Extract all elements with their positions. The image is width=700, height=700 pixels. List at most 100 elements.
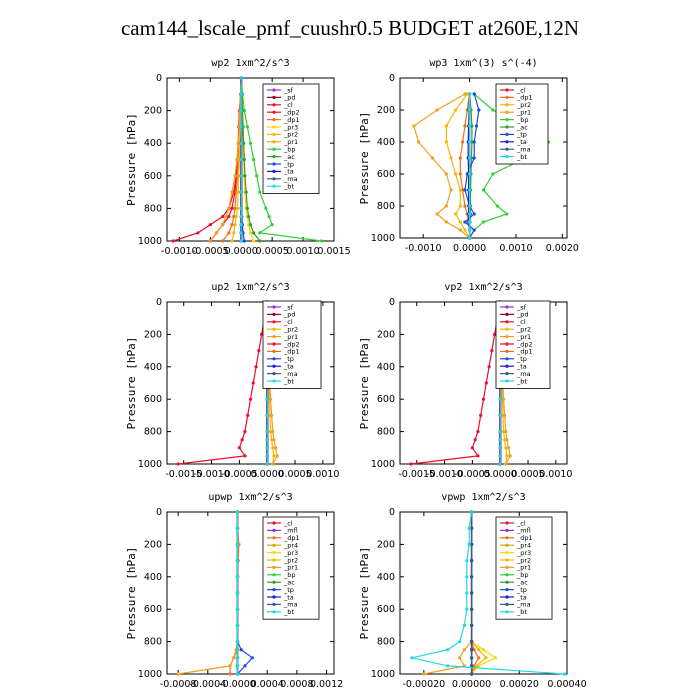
legend-label: _tp (516, 355, 527, 363)
data-point (230, 206, 234, 210)
legend-marker (505, 95, 509, 99)
data-point (446, 664, 450, 668)
data-point (265, 446, 269, 450)
data-point (490, 349, 494, 353)
data-point (472, 140, 476, 144)
plot-frame (166, 511, 335, 675)
data-point (239, 231, 243, 235)
data-point (233, 174, 237, 178)
data-point (214, 231, 219, 235)
legend-label: _pr4 (516, 542, 531, 550)
data-point (484, 381, 488, 385)
data-point (250, 656, 254, 660)
data-point (481, 397, 486, 401)
data-point (476, 430, 480, 434)
legend-marker (505, 103, 509, 107)
data-point (498, 430, 502, 434)
data-point (458, 228, 462, 232)
data-point (495, 204, 500, 208)
plot-frame (166, 301, 335, 465)
y-tick-label: 400 (144, 572, 162, 583)
data-point (454, 212, 458, 216)
y-tick-label: 0 (389, 73, 395, 84)
legend-label: _dp1 (516, 94, 533, 102)
data-point (246, 413, 250, 417)
chart-title: upwp 1xm^2/s^3 (208, 492, 292, 503)
legend-marker (505, 558, 509, 562)
y-tick-label: 800 (144, 427, 162, 438)
data-point (472, 212, 476, 216)
data-point (458, 188, 462, 192)
legend-label: _pr1 (516, 564, 531, 572)
data-point (467, 124, 472, 128)
y-tick-label: 600 (144, 171, 162, 182)
y-axis-label: Pressure [hPa] (125, 337, 138, 430)
data-point (235, 640, 240, 644)
plot-frame (399, 301, 568, 465)
legend-marker (505, 327, 509, 331)
data-point (239, 141, 243, 145)
data-point (454, 172, 458, 176)
data-point (493, 332, 497, 336)
data-point (472, 228, 476, 232)
data-point (458, 640, 462, 644)
data-point (235, 672, 240, 676)
data-point (243, 174, 247, 178)
legend-marker (272, 588, 276, 592)
data-point (412, 124, 416, 128)
x-tick-label: -0.0010 (193, 469, 230, 480)
legend-marker (272, 349, 276, 353)
data-point (469, 648, 474, 652)
data-point (242, 157, 246, 162)
chart-panel: up2 1xm^2/s^3 Pressure [hPa] 0 200 400 600 800… (125, 282, 339, 480)
data-point (469, 623, 474, 628)
legend-label: _pr3 (516, 549, 531, 557)
legend-marker (505, 521, 509, 525)
data-point (239, 125, 243, 129)
data-point (465, 92, 469, 96)
legend-label: _pr2 (283, 556, 298, 564)
x-tick-label: -0.0008 (160, 679, 197, 690)
y-tick-label: 1000 (371, 459, 395, 470)
data-point (270, 223, 274, 227)
x-tick-label: 0.0004 (251, 679, 284, 690)
y-tick-label: 0 (389, 507, 395, 518)
y-tick-label: 400 (377, 572, 395, 583)
legend-label: _ta (516, 363, 527, 371)
y-tick-label: 1000 (138, 459, 162, 470)
legend-label: _tp (516, 586, 527, 594)
data-point (271, 462, 275, 466)
x-tick-label: 0.0010 (499, 243, 532, 254)
legend-marker (505, 372, 509, 376)
data-point (469, 607, 474, 611)
data-point (272, 454, 276, 458)
legend-marker (272, 312, 276, 316)
legend-marker (505, 110, 509, 114)
data-point (320, 239, 324, 243)
data-point (272, 438, 276, 442)
legend-marker (272, 551, 276, 555)
data-point (504, 430, 508, 434)
data-point (235, 206, 240, 210)
data-point (265, 413, 269, 417)
legend-label: _ta (283, 168, 294, 176)
data-point (508, 454, 512, 458)
legend-label: _cl (283, 101, 293, 109)
data-point (270, 413, 274, 417)
data-point (467, 542, 471, 547)
chart-panel: vpwp 1xm^2/s^3 Pressure [hPa] 0 200 400 600 80… (358, 492, 587, 690)
legend-marker (272, 610, 276, 614)
legend-marker (272, 140, 276, 144)
data-point (467, 172, 472, 176)
legend-marker (505, 573, 509, 577)
data-point (271, 446, 275, 450)
page-title: cam144_lscale_pmf_cuushr0.5 BUDGET at260… (120, 16, 580, 40)
data-point (258, 231, 262, 235)
data-point (469, 591, 474, 595)
legend-marker (272, 320, 276, 324)
legend-label: _mfl (516, 527, 531, 535)
legend-label: _pd (283, 94, 296, 102)
data-point (224, 214, 228, 219)
y-tick-label: 1000 (138, 669, 162, 680)
data-point (505, 454, 509, 458)
